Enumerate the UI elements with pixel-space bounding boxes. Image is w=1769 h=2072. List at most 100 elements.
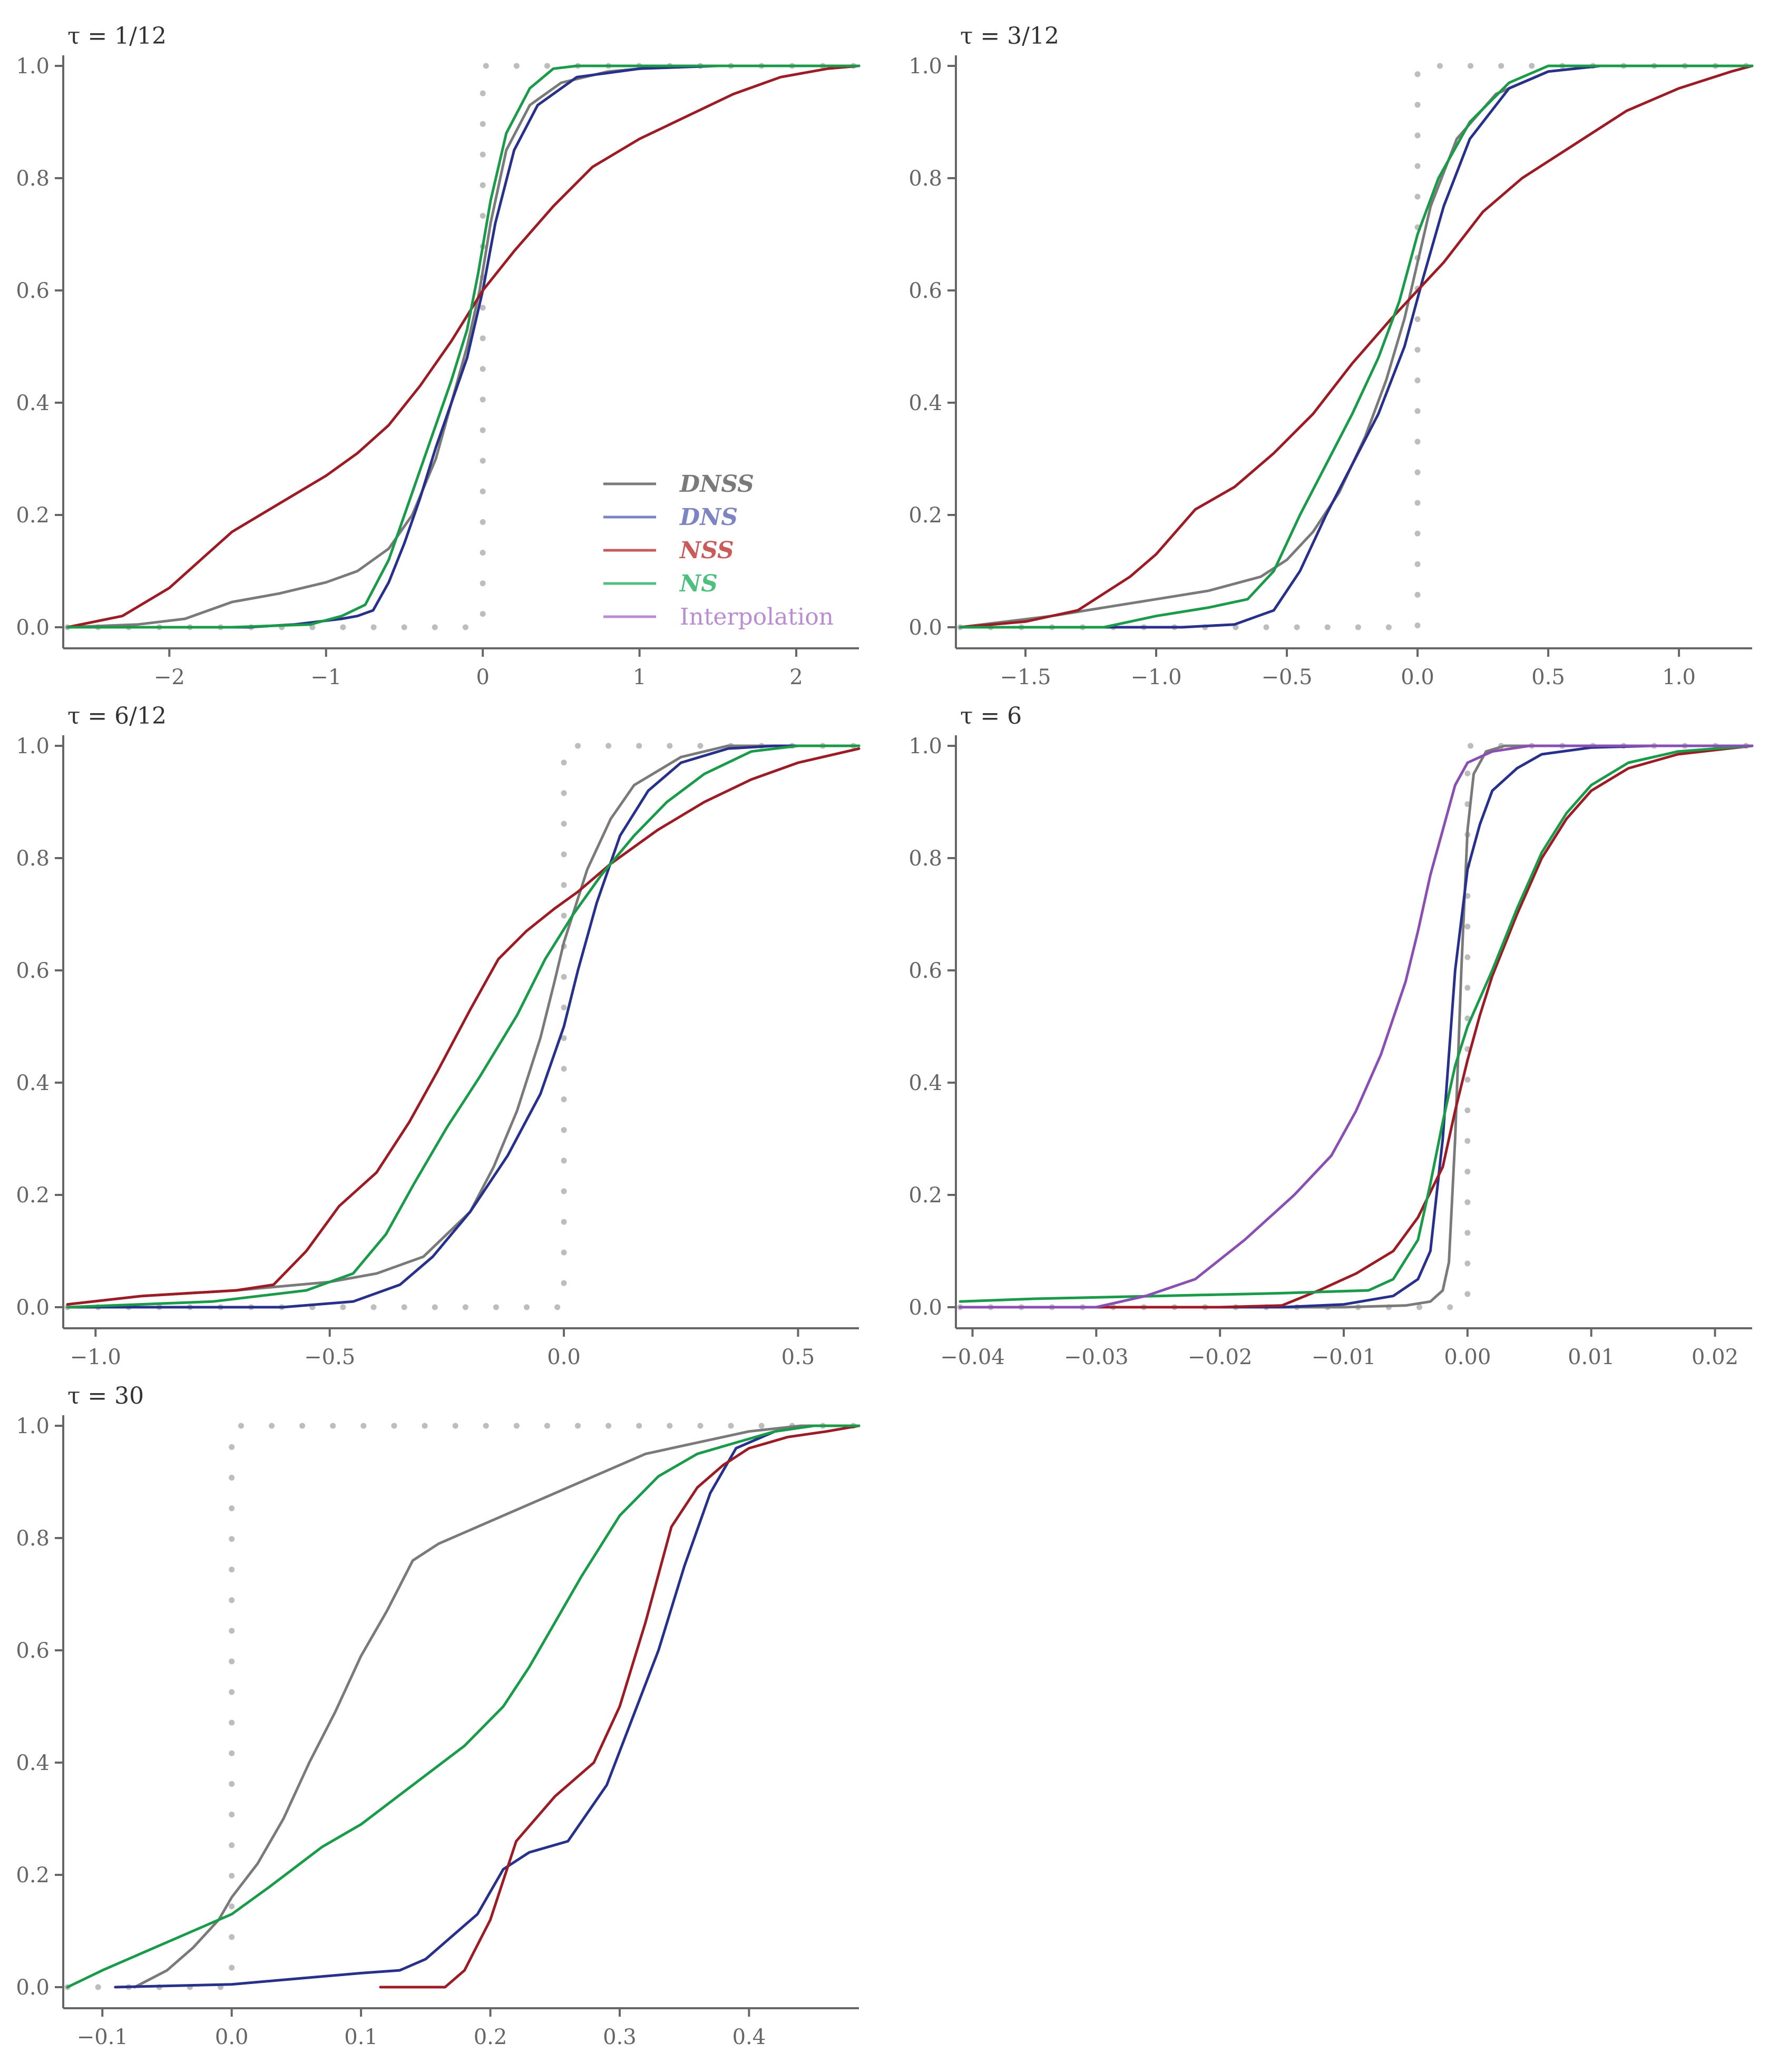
y-tick-label: 0.4 <box>16 1071 50 1095</box>
y-tick-label: 0.8 <box>16 847 50 871</box>
series-line-nss <box>379 1424 861 1989</box>
x-tick-label: −0.04 <box>940 1345 1005 1369</box>
series-line-nss <box>66 64 861 629</box>
y-tick-label: 0.8 <box>16 1526 50 1551</box>
series-line-ns <box>66 744 861 1309</box>
y-tick-label: 0.6 <box>16 279 50 303</box>
x-tick-label: −1 <box>310 665 341 689</box>
x-tick-label: 0.0 <box>547 1345 581 1369</box>
series-line-dns <box>66 64 861 629</box>
x-tick-label: −2 <box>154 665 185 689</box>
panel-tau-6-12: 0.0 0.2 0.4 0.6 0.8 1.0 −1.0 −0.5 0.0 0.5 τ = 6/12 <box>16 703 862 1369</box>
x-tick-label: 0.0 <box>215 2025 249 2049</box>
series-line-nss <box>66 747 861 1306</box>
x-tick-label: −0.01 <box>1312 1345 1376 1369</box>
panel-tau-3-12: 0.0 0.2 0.4 0.6 0.8 1.0 −1.5 −1.0 −0.5 0.0 0.5 1.0 τ… <box>908 23 1755 689</box>
series-line-dns <box>959 744 1754 1309</box>
y-tick-label: 0.0 <box>908 616 942 640</box>
reference-cdf <box>957 743 1755 1310</box>
y-tick-label: 1.0 <box>16 734 50 758</box>
y-tick-label: 0.4 <box>908 391 942 415</box>
y-tick-label: 1.0 <box>16 54 50 79</box>
series-line-dns <box>959 64 1754 629</box>
series-line-dnss <box>66 744 861 1306</box>
series-line-ns <box>66 1424 861 1989</box>
legend-label-nss: NSS <box>679 537 734 564</box>
series-line-ns <box>959 744 1754 1303</box>
y-tick-label: 0.8 <box>16 167 50 191</box>
x-tick-label: −1.0 <box>1130 665 1181 689</box>
y-tick-label: 0.6 <box>908 279 942 303</box>
x-tick-label: 0 <box>476 665 489 689</box>
y-tick-label: 0.8 <box>908 167 942 191</box>
x-tick-label: 0.5 <box>1531 665 1565 689</box>
series-line-dns <box>114 1424 861 1989</box>
x-tick-label: 0.2 <box>474 2025 507 2049</box>
x-tick-label: −0.5 <box>1261 665 1312 689</box>
y-tick-label: 1.0 <box>908 54 942 79</box>
series-line-nss <box>959 744 1754 1309</box>
y-tick-label: 1.0 <box>908 734 942 758</box>
y-tick-label: 0.2 <box>16 503 50 528</box>
y-tick-label: 0.2 <box>16 1863 50 1888</box>
x-tick-label: 0.01 <box>1568 1345 1615 1369</box>
panel-tau-30: 0.0 0.2 0.4 0.6 0.8 1.0 −0.1 0.0 0.1 0.2 0.3 0.4 τ =… <box>16 1383 862 2049</box>
x-tick-label: −0.02 <box>1188 1345 1253 1369</box>
panel-title: τ = 1/12 <box>67 23 167 50</box>
series-line-dnss <box>959 64 1754 629</box>
y-tick-label: 0.6 <box>16 1639 50 1663</box>
y-tick-label: 0.2 <box>16 1183 50 1208</box>
y-tick-label: 0.0 <box>16 1976 50 2000</box>
reference-cdf <box>64 743 862 1310</box>
x-tick-label: 2 <box>789 665 803 689</box>
y-tick-label: 0.0 <box>908 1296 942 1320</box>
y-tick-label: 0.0 <box>16 1296 50 1320</box>
reference-cdf <box>957 63 1755 630</box>
legend-label-dns: DNS <box>679 504 738 531</box>
panel-tau-6: 0.0 0.2 0.4 0.6 0.8 1.0 −0.04 −0.03 −0.02 −0.01 0.… <box>908 703 1755 1369</box>
x-tick-label: −0.5 <box>304 1345 355 1369</box>
y-tick-label: 0.2 <box>908 503 942 528</box>
x-tick-label: 0.4 <box>732 2025 766 2049</box>
series-line-dnss <box>133 1424 861 1989</box>
series-line-ns <box>66 64 861 629</box>
legend: DNSS DNS NSS NS Interpolation <box>603 471 834 630</box>
x-tick-label: 0.3 <box>603 2025 637 2049</box>
legend-label-interpolation: Interpolation <box>680 604 834 630</box>
series-line-interpolation <box>959 744 1754 1309</box>
y-tick-label: 1.0 <box>16 1414 50 1438</box>
legend-label-dnss: DNSS <box>679 471 754 498</box>
x-tick-label: −1.5 <box>1000 665 1051 689</box>
x-tick-label: 0.0 <box>1401 665 1434 689</box>
series-line-ns <box>959 64 1754 629</box>
x-tick-label: −0.1 <box>77 2025 128 2049</box>
x-tick-label: 0.02 <box>1692 1345 1738 1369</box>
y-tick-label: 0.6 <box>908 959 942 983</box>
series-line-nss <box>959 64 1754 629</box>
x-tick-label: −1.0 <box>70 1345 121 1369</box>
y-tick-label: 0.4 <box>908 1071 942 1095</box>
panel-title: τ = 6/12 <box>67 703 167 729</box>
y-tick-label: 0.4 <box>16 391 50 415</box>
reference-cdf <box>64 1423 862 1990</box>
x-tick-label: 0.1 <box>344 2025 378 2049</box>
x-tick-label: 0.00 <box>1444 1345 1491 1369</box>
series-line-dnss <box>66 64 861 629</box>
panel-title: τ = 30 <box>67 1383 144 1409</box>
x-tick-label: −0.03 <box>1064 1345 1129 1369</box>
y-tick-label: 0.8 <box>908 847 942 871</box>
x-tick-label: 0.5 <box>781 1345 815 1369</box>
y-tick-label: 0.2 <box>908 1183 942 1208</box>
y-tick-label: 0.4 <box>16 1751 50 1775</box>
y-tick-label: 0.6 <box>16 959 50 983</box>
y-tick-label: 0.0 <box>16 616 50 640</box>
x-tick-label: 1 <box>633 665 646 689</box>
series-line-dnss <box>959 744 1754 1309</box>
legend-label-ns: NS <box>679 570 718 597</box>
series-line-dns <box>66 744 861 1309</box>
panel-tau-1-12: 0.00.20.40.60.81.0−2 −1 0 1 2τ = 1/12DNSSDNS… <box>16 23 862 689</box>
x-tick-label: 1.0 <box>1662 665 1696 689</box>
panel-title: τ = 3/12 <box>960 23 1059 50</box>
panel-title: τ = 6 <box>960 703 1022 729</box>
